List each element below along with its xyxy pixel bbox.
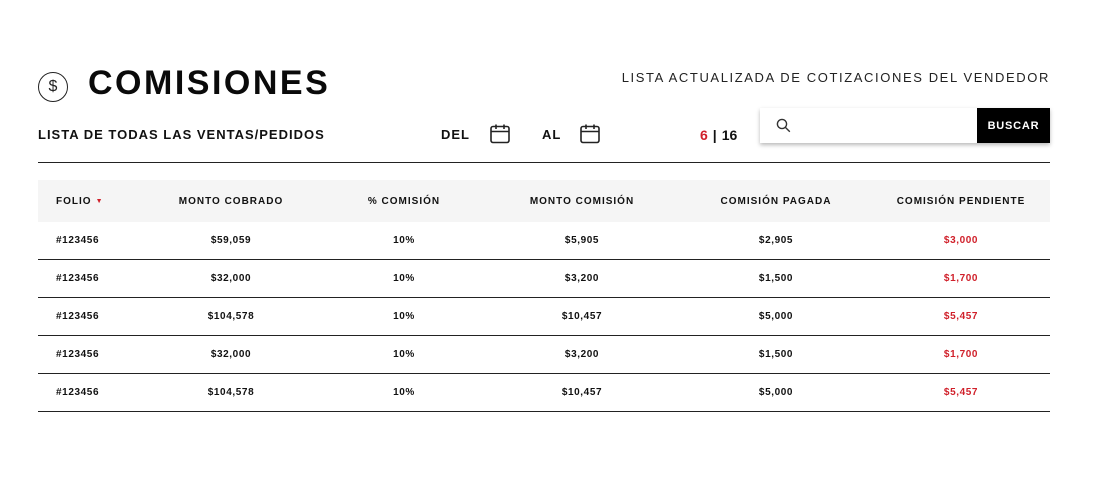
search-field[interactable] [760, 108, 977, 143]
cell-comision-pagada: $5,000 [758, 387, 794, 398]
cell-monto-cobrado: $104,578 [207, 311, 255, 322]
cell-comision-pagada: $2,905 [758, 235, 794, 246]
cell-comision-pagada: $1,500 [758, 349, 794, 360]
cell-comision-pendiente: $3,000 [943, 235, 979, 246]
column-header-folio[interactable]: FOLIO ▼ [56, 195, 104, 207]
from-calendar-icon[interactable] [489, 123, 511, 145]
table-row[interactable]: #123456 $104,578 10% $10,457 $5,000 $5,4… [38, 298, 1050, 336]
cell-monto-comision: $3,200 [564, 349, 600, 360]
table-row[interactable]: #123456 $104,578 10% $10,457 $5,000 $5,4… [38, 374, 1050, 412]
page-separator: | [712, 127, 717, 143]
page-title: COMISIONES [88, 64, 331, 102]
cell-monto-comision: $10,457 [561, 311, 603, 322]
search-icon [776, 118, 791, 133]
cell-folio: #123456 [56, 273, 100, 284]
pagination: 6 | 16 [700, 127, 737, 143]
column-header-comision-pagada: COMISIÓN PAGADA [720, 195, 832, 207]
cell-comision-pendiente: $1,700 [943, 273, 979, 284]
table-header: FOLIO ▼ MONTO COBRADO % COMISIÓN MONTO CO… [38, 180, 1050, 222]
cell-monto-comision: $10,457 [561, 387, 603, 398]
cell-monto-cobrado: $104,578 [207, 387, 255, 398]
cell-porcentaje: 10% [393, 311, 415, 322]
calendar-icon [580, 124, 600, 144]
cell-monto-comision: $5,905 [564, 235, 600, 246]
cell-folio: #123456 [56, 387, 100, 398]
column-header-monto-cobrado: MONTO COBRADO [178, 195, 284, 207]
table-row[interactable]: #123456 $32,000 10% $3,200 $1,500 $1,700 [38, 336, 1050, 374]
to-calendar-icon[interactable] [579, 123, 601, 145]
cell-comision-pendiente: $1,700 [943, 349, 979, 360]
search-button[interactable]: BUSCAR [977, 108, 1050, 143]
cell-folio: #123456 [56, 349, 100, 360]
divider [38, 162, 1050, 163]
column-header-monto-comision: MONTO COMISIÓN [529, 195, 635, 207]
cell-comision-pendiente: $5,457 [943, 387, 979, 398]
page-total[interactable]: 16 [721, 127, 738, 143]
cell-porcentaje: 10% [393, 273, 415, 284]
cell-folio: #123456 [56, 235, 100, 246]
cell-comision-pagada: $5,000 [758, 311, 794, 322]
column-header-comision-pendiente: COMISIÓN PENDIENTE [896, 195, 1026, 207]
commissions-table: FOLIO ▼ MONTO COBRADO % COMISIÓN MONTO CO… [38, 180, 1050, 412]
cell-monto-cobrado: $32,000 [210, 273, 252, 284]
calendar-icon [490, 124, 510, 144]
from-date-label: DEL [441, 127, 470, 142]
cell-monto-cobrado: $59,059 [210, 235, 252, 246]
cell-porcentaje: 10% [393, 387, 415, 398]
dollar-glyph: $ [48, 78, 58, 95]
cell-comision-pendiente: $5,457 [943, 311, 979, 322]
search-input[interactable] [801, 108, 977, 143]
list-label: LISTA DE TODAS LAS VENTAS/PEDIDOS [38, 127, 325, 142]
page-subtitle: LISTA ACTUALIZADA DE COTIZACIONES DEL VE… [621, 70, 1050, 85]
column-header-porcentaje-comision: % COMISIÓN [367, 195, 441, 207]
cell-comision-pagada: $1,500 [758, 273, 794, 284]
cell-monto-comision: $3,200 [564, 273, 600, 284]
table-row[interactable]: #123456 $59,059 10% $5,905 $2,905 $3,000 [38, 222, 1050, 260]
cell-porcentaje: 10% [393, 349, 415, 360]
table-row[interactable]: #123456 $32,000 10% $3,200 $1,500 $1,700 [38, 260, 1050, 298]
cell-monto-cobrado: $32,000 [210, 349, 252, 360]
sort-desc-icon[interactable]: ▼ [95, 197, 104, 205]
cell-folio: #123456 [56, 311, 100, 322]
dollar-circle-icon: $ [38, 72, 68, 102]
search-box: BUSCAR [760, 108, 1050, 143]
cell-porcentaje: 10% [393, 235, 415, 246]
to-date-label: AL [542, 127, 562, 142]
page-current[interactable]: 6 [700, 127, 708, 143]
